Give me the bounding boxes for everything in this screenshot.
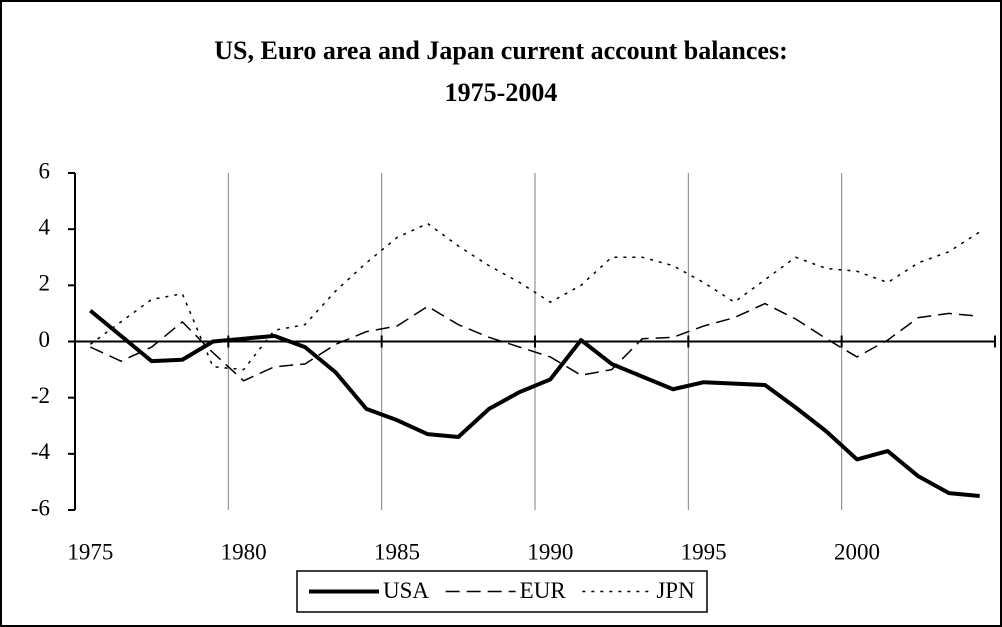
x-tick-label: 2000 [834,539,880,564]
y-tick-label: 6 [39,158,51,183]
x-tick-label: 1985 [374,539,420,564]
legend-label: JPN [656,578,695,603]
series-line [90,302,980,382]
x-tick-label: 1990 [527,539,573,564]
chart-title: US, Euro area and Japan current account … [214,36,788,107]
x-tick-label: 1975 [67,539,113,564]
y-tick-label: 0 [39,327,51,352]
y-tick-label: 2 [39,271,51,296]
x-tick-label: 1995 [681,539,727,564]
series-line [89,222,981,371]
legend-label: EUR [520,578,567,603]
y-tick-label: -6 [31,495,50,520]
y-tick-label: -2 [31,383,50,408]
legend-label: USA [383,578,429,603]
series-line [89,309,980,498]
y-tick-label: 4 [39,214,51,239]
y-tick-label: -4 [31,439,51,464]
x-tick-label: 1980 [221,539,267,564]
